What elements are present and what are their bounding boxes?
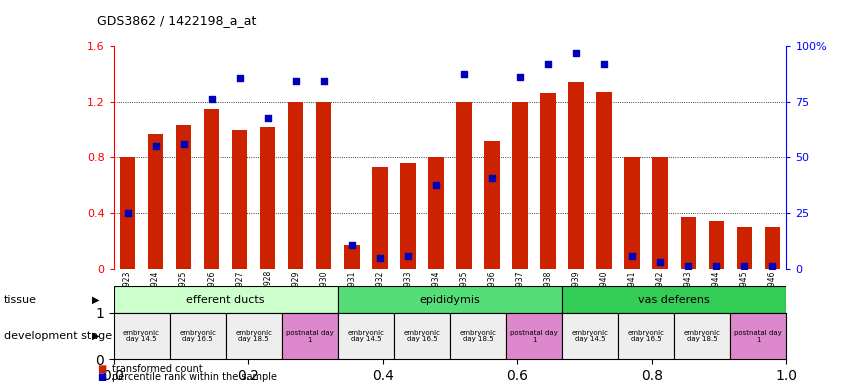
Text: embryonic
day 18.5: embryonic day 18.5 <box>459 329 496 343</box>
Point <box>233 75 246 81</box>
Bar <box>148 134 163 269</box>
Point <box>653 259 667 265</box>
Point <box>261 115 274 121</box>
Point <box>485 175 499 181</box>
Text: vas deferens: vas deferens <box>638 295 710 305</box>
Point <box>710 263 723 269</box>
Bar <box>176 126 192 269</box>
Point <box>345 242 358 248</box>
Text: embryonic
day 18.5: embryonic day 18.5 <box>684 329 721 343</box>
Text: embryonic
day 18.5: embryonic day 18.5 <box>235 329 272 343</box>
Point <box>569 50 583 56</box>
Bar <box>316 102 331 269</box>
Text: tissue: tissue <box>4 295 37 305</box>
Bar <box>282 313 338 359</box>
Point <box>681 263 695 269</box>
Point <box>373 255 387 261</box>
Text: efferent ducts: efferent ducts <box>187 295 265 305</box>
Bar <box>450 313 506 359</box>
Bar <box>344 245 360 269</box>
Bar <box>394 313 450 359</box>
Point <box>626 253 639 259</box>
Point <box>597 61 611 67</box>
Point <box>317 78 331 84</box>
Bar <box>540 93 556 269</box>
Point <box>121 210 135 216</box>
Bar <box>232 129 247 269</box>
Bar <box>562 313 618 359</box>
Bar <box>170 313 225 359</box>
Bar <box>338 313 394 359</box>
Bar <box>456 102 472 269</box>
Bar <box>512 102 528 269</box>
Bar <box>225 313 282 359</box>
Point <box>429 182 442 189</box>
Bar <box>653 157 668 269</box>
Bar <box>428 157 444 269</box>
Text: embryonic
day 14.5: embryonic day 14.5 <box>123 329 160 343</box>
Bar <box>562 286 786 313</box>
Text: embryonic
day 16.5: embryonic day 16.5 <box>404 329 441 343</box>
Bar <box>484 141 500 269</box>
Text: ▶: ▶ <box>92 331 99 341</box>
Bar <box>737 227 752 269</box>
Point <box>205 96 219 102</box>
Point <box>289 78 303 84</box>
Point <box>177 141 190 147</box>
Point <box>738 263 751 269</box>
Bar <box>618 313 674 359</box>
Bar <box>506 313 562 359</box>
Bar <box>680 217 696 269</box>
Bar <box>338 286 562 313</box>
Bar <box>372 167 388 269</box>
Bar <box>204 109 220 269</box>
Text: embryonic
day 14.5: embryonic day 14.5 <box>347 329 384 343</box>
Text: GDS3862 / 1422198_a_at: GDS3862 / 1422198_a_at <box>97 14 257 27</box>
Bar <box>114 286 338 313</box>
Text: ■: ■ <box>97 372 106 382</box>
Bar <box>114 313 170 359</box>
Text: transformed count: transformed count <box>112 364 203 374</box>
Point <box>765 263 779 269</box>
Text: embryonic
day 16.5: embryonic day 16.5 <box>179 329 216 343</box>
Point <box>542 61 555 67</box>
Bar <box>708 222 724 269</box>
Bar <box>764 227 780 269</box>
Bar <box>288 102 304 269</box>
Bar <box>260 127 276 269</box>
Text: embryonic
day 14.5: embryonic day 14.5 <box>572 329 609 343</box>
Text: ■: ■ <box>97 364 106 374</box>
Text: percentile rank within the sample: percentile rank within the sample <box>112 372 277 382</box>
Text: postnatal day
1: postnatal day 1 <box>286 329 334 343</box>
Bar <box>596 92 612 269</box>
Text: embryonic
day 16.5: embryonic day 16.5 <box>627 329 664 343</box>
Point <box>458 71 471 77</box>
Bar <box>624 157 640 269</box>
Point <box>149 143 162 149</box>
Text: postnatal day
1: postnatal day 1 <box>510 329 558 343</box>
Text: ▶: ▶ <box>92 295 99 305</box>
Bar <box>674 313 730 359</box>
Point <box>513 74 526 80</box>
Bar <box>569 82 584 269</box>
Text: development stage: development stage <box>4 331 113 341</box>
Text: epididymis: epididymis <box>420 295 480 305</box>
Point <box>401 253 415 259</box>
Bar <box>120 157 135 269</box>
Text: postnatal day
1: postnatal day 1 <box>734 329 782 343</box>
Bar <box>730 313 786 359</box>
Bar <box>400 163 415 269</box>
